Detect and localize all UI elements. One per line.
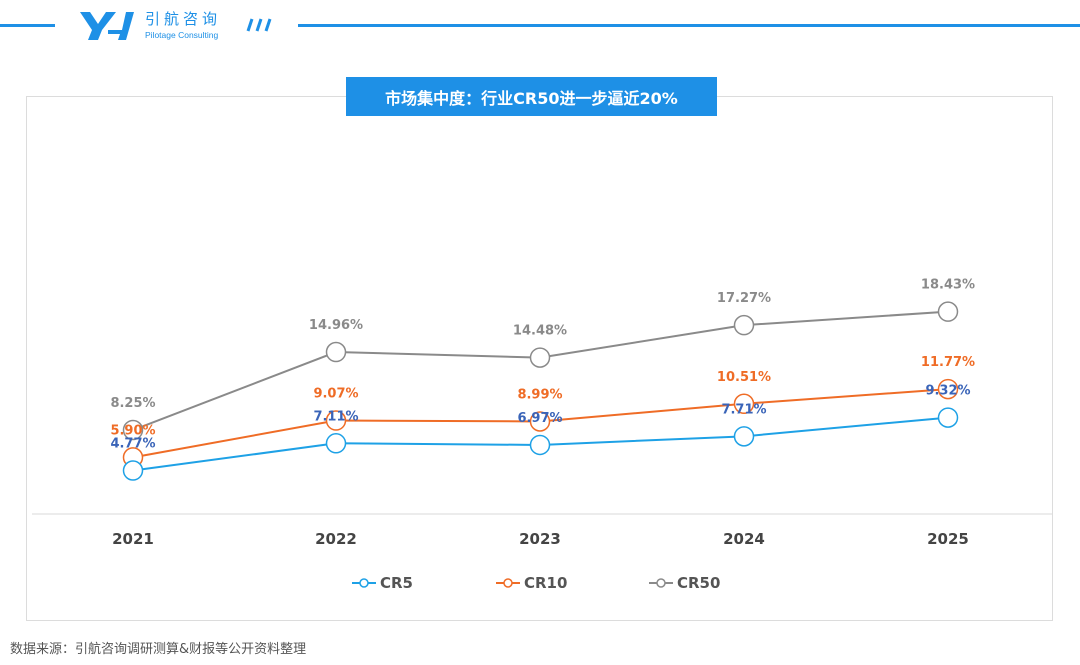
brand-name-en: Pilotage Consulting [145, 30, 219, 40]
decorative-slashes-icon [246, 18, 272, 32]
legend-marker-cr50 [656, 578, 666, 588]
data-point-cr50-2024 [733, 314, 755, 336]
data-label-cr10-2025: 11.77% [921, 355, 975, 370]
data-label-cr50-2023: 14.48% [513, 324, 567, 339]
legend-label-cr5: CR5 [380, 574, 413, 592]
data-point-cr5-2025 [937, 407, 959, 428]
data-label-cr50-2022: 14.96% [309, 318, 363, 333]
x-tick-label-2024: 2024 [723, 530, 765, 548]
data-label-cr5-2023: 6.97% [517, 411, 562, 426]
data-label-cr10-2024: 10.51% [717, 370, 771, 385]
header: 引航咨询 Pilotage Consulting [0, 0, 1080, 55]
data-label-cr10-2023: 8.99% [517, 387, 562, 402]
data-point-cr10-2023 [529, 411, 551, 432]
data-point-cr5-2022 [325, 433, 347, 454]
x-tick-label-2021: 2021 [112, 530, 154, 548]
x-tick-label-2022: 2022 [315, 530, 357, 548]
x-tick-label-2023: 2023 [519, 530, 561, 548]
data-point-cr50-2021 [122, 419, 144, 441]
data-point-cr5-2023 [529, 434, 551, 456]
data-label-cr5-2024: 7.71% [721, 402, 766, 417]
brand-name-cn: 引航咨询 [145, 10, 222, 28]
data-point-cr5-2024 [733, 426, 755, 447]
data-point-cr50-2022 [325, 341, 347, 363]
data-label-cr5-2021: 4.77% [110, 437, 155, 452]
data-label-cr50-2025: 18.43% [921, 278, 975, 293]
data-label-cr10-2022: 9.07% [313, 387, 358, 402]
data-label-cr50-2024: 17.27% [717, 291, 771, 306]
data-point-cr50-2023 [529, 347, 551, 368]
brand-logo [80, 12, 134, 40]
data-source: 数据来源：引航咨询调研测算&财报等公开资料整理 [10, 642, 307, 657]
legend-label-cr50: CR50 [677, 574, 720, 592]
data-point-cr50-2025 [937, 301, 959, 322]
data-label-cr50-2021: 8.25% [110, 396, 155, 411]
legend-label-cr10: CR10 [524, 574, 567, 592]
header-line-left [0, 24, 55, 27]
header-line-right [298, 24, 1080, 27]
legend-marker-cr5 [359, 578, 369, 588]
x-tick-label-2025: 2025 [927, 530, 969, 548]
data-label-cr10-2021: 5.90% [110, 423, 155, 438]
chart-title: 市场集中度：行业CR50进一步逼近20% [346, 77, 717, 116]
data-point-cr5-2021 [122, 460, 144, 481]
data-label-cr5-2025: 9.32% [925, 384, 970, 399]
data-point-cr10-2022 [325, 410, 347, 431]
data-label-cr5-2022: 7.11% [313, 409, 358, 424]
legend-marker-cr10 [503, 578, 513, 588]
data-point-cr10-2024 [733, 393, 755, 415]
data-point-cr10-2025 [937, 378, 959, 400]
